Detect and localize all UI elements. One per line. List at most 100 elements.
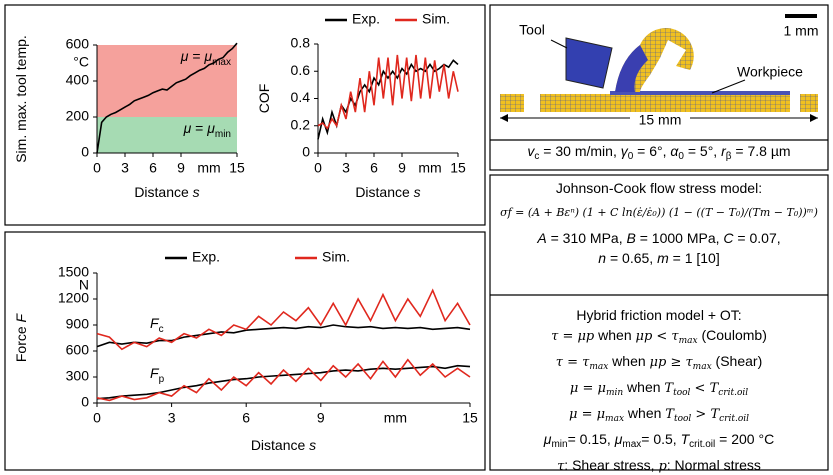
y-tick-label: 0.6: [291, 62, 311, 78]
annotation: Fc: [150, 315, 164, 335]
x-tick-label: 15: [229, 160, 245, 176]
deformed-layer: [610, 91, 790, 95]
text-segment: μ: [180, 48, 189, 64]
text-segment: p: [658, 459, 667, 474]
y-axis-label: COF: [256, 84, 272, 114]
text-segment: 0: [678, 151, 684, 162]
y-tick-label: 1500: [58, 264, 89, 280]
text-segment: γ: [620, 143, 628, 159]
jc-params: A = 310 MPa, B = 1000 MPa, C = 0.07, n = …: [490, 228, 828, 268]
text-segment: τ = τ: [555, 355, 590, 370]
legend-label: Exp.: [192, 249, 220, 265]
text-segment: T: [664, 381, 674, 396]
text-segment: Force: [13, 322, 29, 362]
frame: [489, 174, 829, 471]
text-segment: when: [623, 379, 665, 395]
simulation-diagram: Tool Workpiece 1 mm 15 mm: [500, 14, 819, 128]
y-axis-label: Force F: [13, 312, 29, 362]
text-segment: < T: [690, 381, 719, 396]
y-tick-label: 600: [66, 342, 90, 358]
text-segment: μ: [543, 431, 552, 447]
text-segment: = 30 m/min,: [539, 143, 621, 159]
x-tick-label: 0: [314, 160, 322, 176]
y-tick-label: 1200: [58, 290, 89, 306]
x-tick-label: 0: [93, 410, 101, 426]
text-segment: = 200 °C: [715, 431, 775, 447]
text-segment: max: [212, 57, 231, 68]
text-segment: Distance: [251, 437, 309, 453]
text-segment: c: [159, 324, 164, 335]
region-label: μ = μmin: [183, 120, 231, 140]
frame: [4, 4, 486, 226]
text-segment: max: [692, 362, 712, 372]
text-segment: when: [608, 353, 650, 369]
text-segment: C: [723, 230, 734, 246]
text-segment: =: [191, 120, 207, 136]
parameters: vc = 30 m/min, γ0 = 6°, α0 = 5°, rβ = 7.…: [490, 141, 828, 167]
text-segment: p: [159, 374, 165, 385]
jc-title: Johnson-Cook flow stress model:: [555, 180, 763, 196]
chip-shear: [615, 45, 648, 92]
data-line: [317, 54, 459, 130]
y-tick-label: °C: [73, 54, 89, 70]
text-segment: max: [589, 362, 609, 372]
fm-line: μ = μmin when Ttool < Tcrit.oil: [490, 377, 828, 403]
x-tick-label: 15: [462, 410, 478, 426]
text-segment: μp < τ: [635, 329, 679, 344]
text-segment: : Shear stress,: [564, 457, 659, 473]
fm-line: τ = μp when μp < τmax (Coulomb): [490, 325, 828, 351]
text-segment: μ: [614, 431, 623, 447]
leader: [550, 39, 568, 49]
jc-line: n = 0.65, m = 1 [10]: [490, 248, 828, 268]
text-segment: 0: [627, 151, 634, 162]
text-segment: min: [215, 129, 231, 140]
length-label: 15 mm: [639, 112, 682, 128]
y-tick-label: 300: [66, 368, 90, 384]
x-tick-label: 3: [168, 410, 176, 426]
x-axis-label: Distance s: [134, 184, 199, 200]
text-segment: > T: [691, 407, 720, 422]
text-segment: =: [188, 48, 204, 64]
workpiece: [500, 94, 524, 112]
text-segment: crit.oil: [719, 414, 749, 424]
y-axis-label: Sim. max. tool temp.: [13, 35, 29, 163]
fm-line: μ = μmax when Ttool > Tcrit.oil: [490, 403, 828, 429]
y-tick-label: 0.4: [291, 89, 311, 105]
text-segment: min: [605, 388, 624, 398]
text-segment: m: [657, 250, 669, 266]
text-segment: α: [670, 143, 679, 159]
text-segment: (Coulomb): [697, 327, 767, 343]
x-tick-label: 3: [121, 160, 129, 176]
text-segment: = 5°,: [683, 143, 722, 159]
text-segment: max: [622, 439, 642, 450]
data-line: [96, 324, 471, 348]
text-segment: A: [537, 230, 547, 246]
text-segment: μ: [183, 120, 192, 136]
x-tick-label: 15: [450, 160, 466, 176]
leader: [711, 79, 746, 94]
text-segment: when: [624, 405, 666, 421]
y-tick-label: 0.2: [291, 116, 311, 132]
text-segment: = 0.5,: [641, 431, 681, 447]
text-segment: Distance: [134, 184, 192, 200]
text-segment: r: [721, 143, 726, 159]
text-segment: n: [598, 250, 607, 266]
data-line: [96, 288, 471, 351]
fm-lines: τ = μp when μp < τmax (Coulomb) τ = τmax …: [490, 325, 828, 475]
data-line: [96, 42, 238, 154]
text-segment: Sim. max. tool temp.: [13, 35, 29, 163]
frames: [4, 4, 829, 471]
tool: [565, 37, 613, 89]
x-tick-label: 3: [342, 160, 350, 176]
x-tick-label: 6: [149, 160, 157, 176]
text-segment: β: [725, 151, 732, 162]
legend-label: Sim.: [322, 249, 350, 265]
scale-label: 1 mm: [784, 23, 819, 39]
text-segment: c: [534, 151, 540, 162]
x-tick-label: 9: [177, 160, 185, 176]
text-segment: B: [626, 230, 636, 246]
y-tick-label: 0: [81, 394, 89, 410]
text-segment: s: [414, 184, 421, 200]
fm-line: τ: Shear stress, p: Normal stress: [490, 455, 828, 475]
